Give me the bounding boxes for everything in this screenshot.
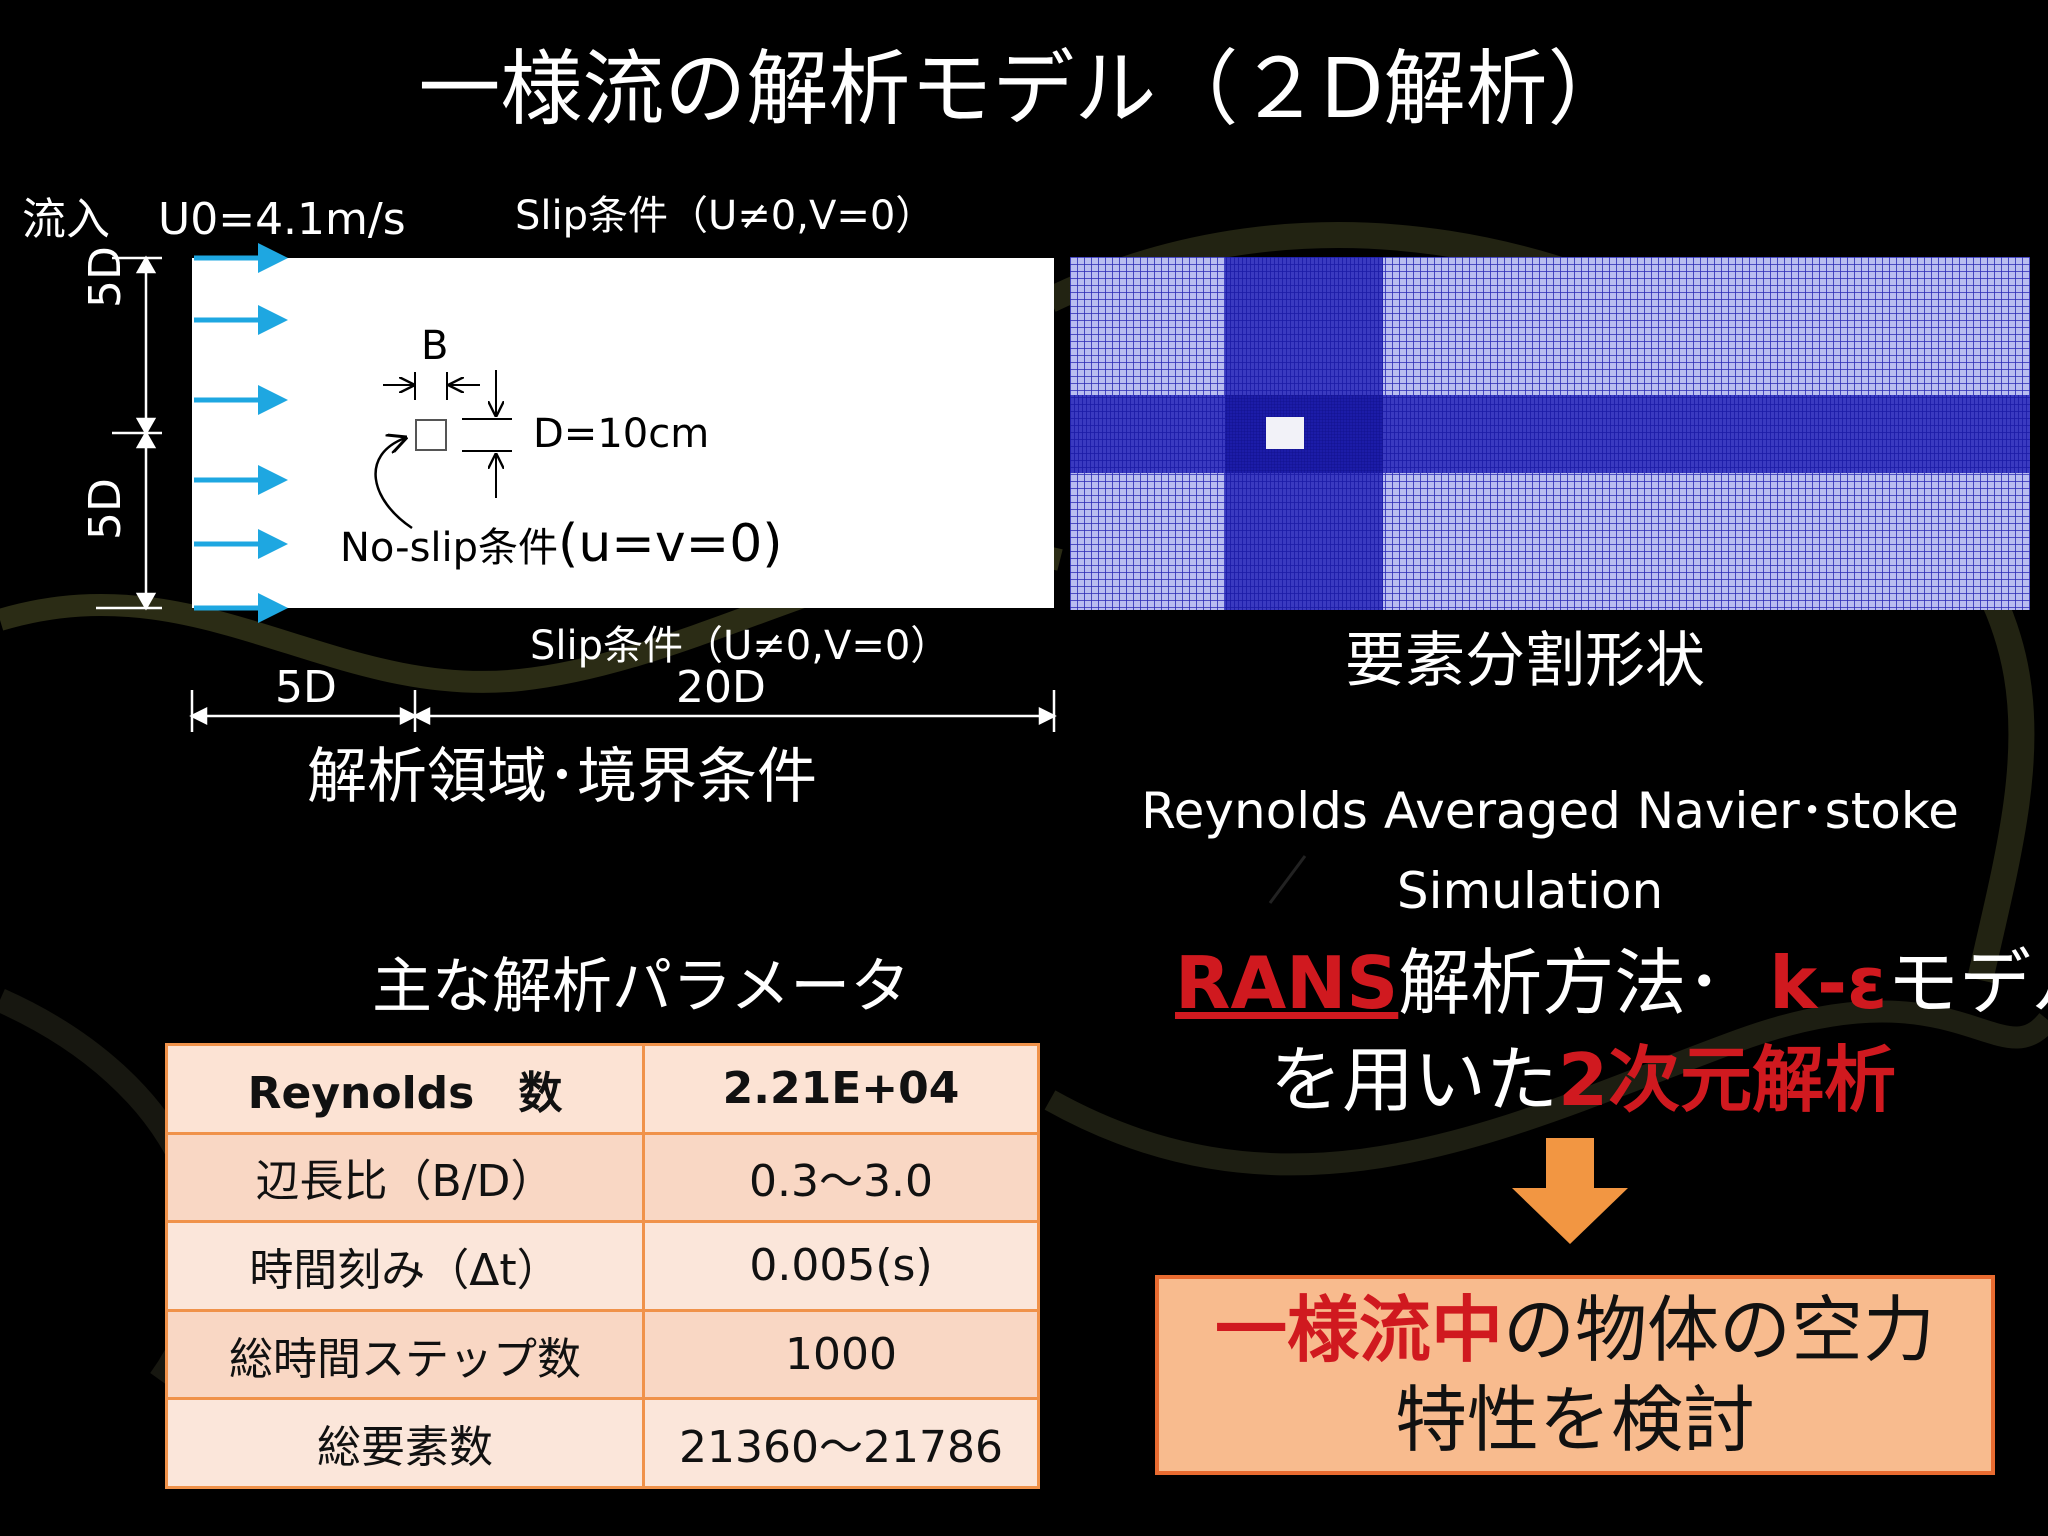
param-label: 辺長比（B/D） xyxy=(165,1131,645,1224)
params-table: Reynolds 数 2.21E+04 辺長比（B/D） 0.3～3.0 時間刻… xyxy=(165,1043,1040,1489)
param-label: 総時間ステップ数 xyxy=(165,1308,645,1401)
slide-title: 一様流の解析モデル（２D解析） xyxy=(418,42,1630,137)
param-value: 0.3～3.0 xyxy=(642,1131,1040,1224)
domain-caption: 解析領域･境界条件 xyxy=(307,742,817,812)
table-row: Reynolds 数 2.21E+04 xyxy=(165,1043,1040,1135)
domain-annotations xyxy=(96,243,1057,732)
inflow-label: 流入 xyxy=(22,194,110,245)
model-name: k-ε xyxy=(1769,941,1888,1025)
param-value: 2.21E+04 xyxy=(642,1043,1040,1135)
mesh-body xyxy=(1266,417,1304,449)
result-line1: の物体の空力 xyxy=(1503,1288,1936,1372)
table-row: 辺長比（B/D） 0.3～3.0 xyxy=(165,1131,1040,1224)
table-row: 総要素数 21360～21786 xyxy=(165,1397,1040,1489)
method-line: RANS解析方法･ k-εモデル xyxy=(1175,938,2048,1028)
param-label: 総要素数 xyxy=(165,1397,645,1489)
param-label: 時間刻み（Δt） xyxy=(165,1220,645,1312)
method-text: 解析方法･ xyxy=(1398,941,1723,1025)
model-suffix: モデル xyxy=(1887,941,2048,1025)
dimension-label: 2次元解析 xyxy=(1558,1038,1897,1122)
mesh-figure xyxy=(1070,257,2030,610)
inflow-arrows xyxy=(194,243,288,623)
height-lower-label: 5D xyxy=(80,478,131,540)
rans-fullname-line1: Reynolds Averaged Navier･stoke xyxy=(1141,782,1959,840)
mesh-caption: 要素分割形状 xyxy=(1345,626,1705,696)
bluff-body xyxy=(415,419,447,451)
param-value: 0.005(s) xyxy=(642,1220,1040,1312)
rans-abbrev: RANS xyxy=(1175,941,1399,1025)
body-depth-label: D=10cm xyxy=(533,411,710,457)
result-highlight: 一様流中 xyxy=(1214,1288,1503,1372)
table-row: 総時間ステップ数 1000 xyxy=(165,1308,1040,1401)
table-row: 時間刻み（Δt） 0.005(s) xyxy=(165,1220,1040,1312)
downstream-length-label: 20D xyxy=(676,662,766,713)
param-value: 1000 xyxy=(642,1308,1040,1401)
param-value: 21360～21786 xyxy=(642,1397,1040,1489)
rans-fullname-line2: Simulation xyxy=(1396,862,1664,920)
slip-top-label: Slip条件（U≠0,V=0） xyxy=(515,193,936,239)
leader-arrow xyxy=(1268,855,1307,904)
height-upper-label: 5D xyxy=(80,246,131,308)
upstream-length-label: 5D xyxy=(275,662,337,713)
result-line2: 特性を検討 xyxy=(1394,1378,1755,1462)
noslip-annotation: No-slip条件(u=v=0) xyxy=(340,514,783,574)
noslip-condition: (u=v=0) xyxy=(558,514,783,574)
down-arrow-icon xyxy=(1512,1138,1628,1244)
body-width-label: B xyxy=(421,323,449,369)
result-box: 一様流中の物体の空力 特性を検討 xyxy=(1155,1275,1995,1475)
use-prefix: を用いた xyxy=(1270,1038,1559,1122)
params-heading: 主な解析パラメータ xyxy=(372,952,911,1022)
dimension-line: を用いた2次元解析 xyxy=(1270,1035,1896,1125)
slip-bottom-label: Slip条件（U≠0,V=0） xyxy=(530,623,951,669)
inflow-velocity: U0=4.1m/s xyxy=(158,194,406,245)
noslip-label: No-slip条件 xyxy=(340,525,559,571)
analysis-domain xyxy=(192,258,1054,608)
param-label: Reynolds 数 xyxy=(165,1043,645,1135)
